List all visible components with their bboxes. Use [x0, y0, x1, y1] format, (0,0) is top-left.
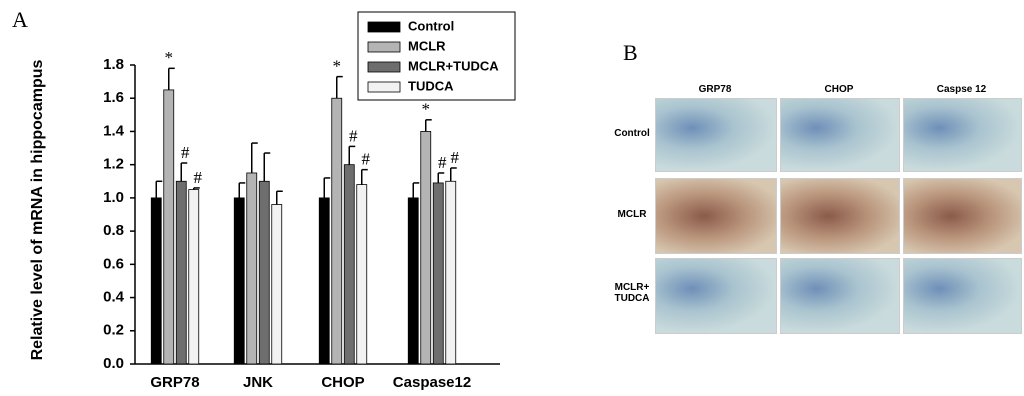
bar [445, 180, 457, 365]
row-label: MCLR+ TUDCA [614, 282, 650, 304]
column-header: CHOP [824, 84, 854, 95]
bar [343, 164, 355, 365]
micrograph [903, 98, 1022, 172]
panel-label: B [623, 40, 638, 65]
bar [432, 182, 444, 365]
legend-label: MCLR+TUDCA [408, 58, 499, 73]
y-tick-label: 1.4 [103, 122, 125, 139]
legend-label: Control [408, 18, 454, 33]
y-tick-label: 0.6 [103, 255, 124, 272]
bar [356, 184, 368, 365]
bar [163, 89, 175, 365]
annotation: # [451, 148, 460, 167]
bar [233, 197, 245, 365]
legend-swatch [367, 81, 401, 93]
bar [188, 189, 200, 365]
bar [407, 197, 419, 365]
micrograph [903, 258, 1022, 334]
x-tick-label: Caspase12 [393, 374, 471, 391]
bar [246, 172, 258, 365]
micrograph [655, 98, 777, 172]
y-tick-label: 1.8 [103, 56, 124, 73]
annotation: * [422, 100, 431, 119]
bar [318, 197, 330, 365]
legend-swatch [367, 21, 401, 33]
y-tick-label: 0.2 [103, 322, 124, 339]
annotation: # [349, 126, 358, 145]
x-tick-label: JNK [243, 374, 273, 391]
legend-label: MCLR [408, 38, 446, 53]
legend-swatch [367, 61, 401, 73]
column-header: GRP78 [698, 84, 732, 95]
y-tick-label: 1.2 [103, 156, 124, 173]
annotation: # [194, 168, 203, 187]
x-tick-label: CHOP [321, 374, 364, 391]
bar [175, 180, 187, 365]
panel-label: A [12, 7, 28, 32]
micrograph [780, 178, 900, 254]
micrograph [780, 98, 900, 172]
annotation: # [181, 143, 190, 162]
row-label: Control [614, 128, 650, 139]
bar [150, 197, 162, 365]
micrograph [655, 258, 777, 334]
legend-swatch [367, 41, 401, 53]
y-tick-label: 0.4 [103, 289, 125, 306]
bar [271, 204, 283, 365]
micrograph [780, 258, 900, 334]
annotation: # [438, 153, 447, 172]
micrograph [903, 178, 1022, 254]
row-label: MCLR [617, 209, 647, 220]
bar [331, 97, 343, 365]
column-header: Caspse 12 [936, 84, 987, 95]
chart: A Relative level of mRNA in hippocampus … [12, 7, 516, 391]
y-tick-label: 0.8 [103, 222, 124, 239]
annotation: * [333, 57, 342, 76]
annotation: * [165, 48, 174, 67]
y-tick-label: 0.0 [103, 355, 124, 372]
y-axis-label: Relative level of mRNA in hippocampus [29, 60, 46, 361]
annotation: # [362, 150, 371, 169]
bar [258, 180, 270, 365]
bar [420, 131, 432, 365]
y-tick-label: 1.6 [103, 89, 124, 106]
x-tick-label: GRP78 [150, 374, 199, 391]
y-tick-label: 1.0 [103, 189, 124, 206]
legend-label: TUDCA [408, 78, 454, 93]
micrograph [655, 178, 777, 254]
